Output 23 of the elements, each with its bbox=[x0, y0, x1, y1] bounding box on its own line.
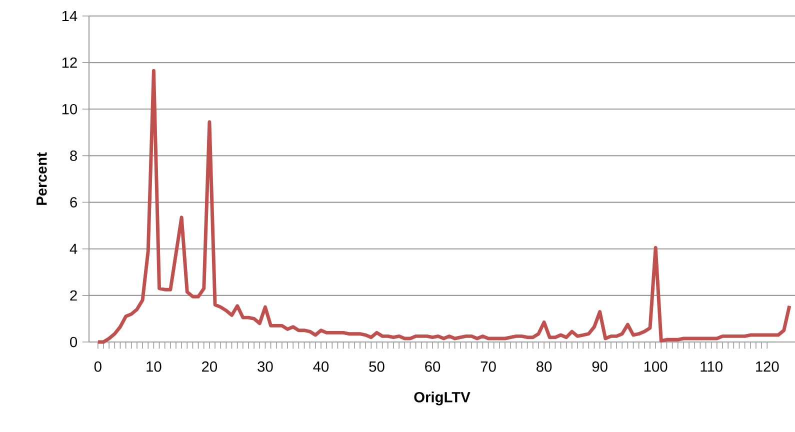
x-tick-label: 0 bbox=[94, 361, 102, 372]
y-tick-label: 10 bbox=[62, 104, 78, 114]
x-axis-title: OrigLTV bbox=[414, 392, 470, 406]
x-tick-label: 50 bbox=[369, 361, 384, 372]
y-tick-label: 2 bbox=[70, 290, 77, 301]
y-tick-label: 8 bbox=[70, 150, 77, 161]
x-tick-label: 110 bbox=[700, 361, 722, 372]
x-tick-label: 60 bbox=[425, 361, 440, 372]
x-tick-label: 30 bbox=[258, 361, 273, 372]
y-tick-label: 6 bbox=[70, 197, 77, 208]
x-tick-label: 100 bbox=[644, 361, 668, 372]
y-tick-label: 0 bbox=[70, 336, 78, 348]
x-tick-label: 40 bbox=[313, 361, 329, 372]
y-tick-label: 14 bbox=[62, 10, 78, 22]
x-tick-label: 90 bbox=[592, 361, 608, 372]
y-axis-title: Percent bbox=[36, 152, 47, 205]
y-tick-label: 12 bbox=[62, 57, 77, 68]
x-tick-label: 70 bbox=[480, 361, 496, 372]
x-tick-label: 10 bbox=[146, 361, 162, 372]
x-tick-label: 120 bbox=[756, 361, 779, 372]
y-tick-label: 4 bbox=[70, 244, 78, 254]
x-tick-label: 20 bbox=[202, 361, 218, 372]
x-tick-label: 80 bbox=[536, 361, 552, 372]
